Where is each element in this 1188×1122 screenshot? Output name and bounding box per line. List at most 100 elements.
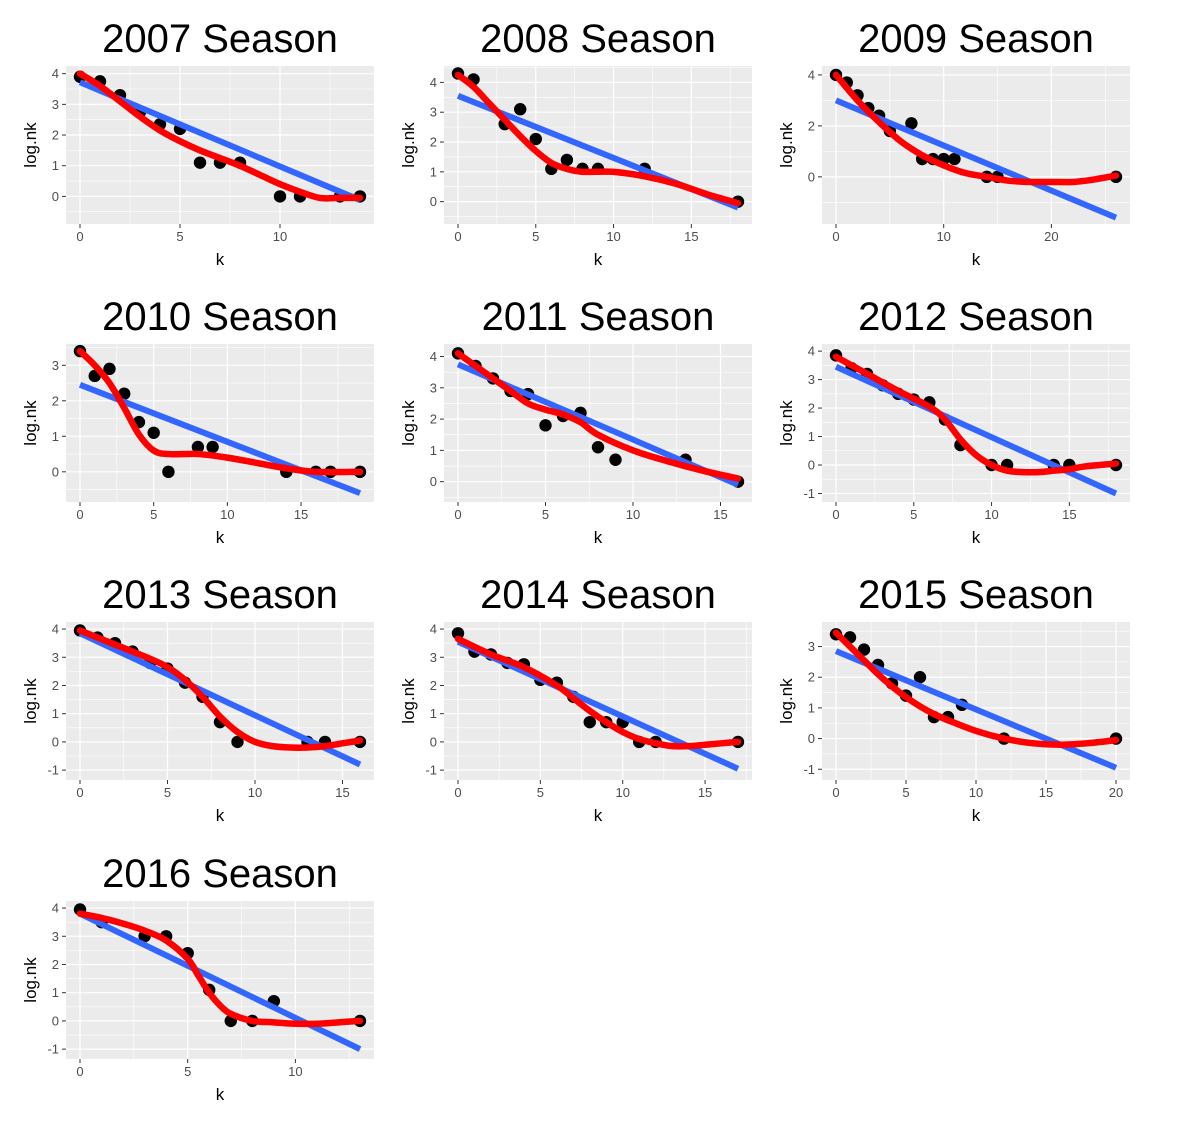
x-tick-label: 5	[910, 507, 917, 522]
x-tick-label: 0	[832, 785, 839, 800]
y-tick-label: 4	[430, 349, 437, 364]
y-tick-label: -1	[47, 763, 59, 778]
y-tick-label: 2	[430, 135, 437, 150]
x-axis-label: k	[216, 528, 225, 547]
y-tick-label: 3	[430, 650, 437, 665]
smooth-fit-curve	[832, 353, 1120, 476]
x-axis-label: k	[972, 250, 981, 269]
chart-panel: 2007 Season 0 5 10 0 1 2 3 4 k log.nk	[0, 0, 378, 278]
data-point	[913, 671, 927, 684]
data-point	[583, 715, 596, 729]
x-tick-label: 10	[984, 507, 998, 522]
x-tick-label: 10	[606, 229, 620, 244]
x-tick-label: 5	[150, 507, 157, 522]
chart-title: 2010 Season	[102, 295, 338, 339]
y-tick-label: -1	[803, 486, 815, 501]
data-point	[857, 643, 871, 656]
x-tick-label: 15	[713, 507, 727, 522]
y-tick-label: -1	[803, 762, 815, 777]
data-point	[948, 152, 961, 166]
y-tick-label: 0	[52, 734, 59, 749]
data-point	[905, 117, 918, 130]
plot-background	[822, 66, 1130, 224]
chart-title: 2011 Season	[482, 295, 715, 339]
chart-title: 2008 Season	[480, 17, 716, 61]
x-tick-label: 20	[1044, 229, 1058, 244]
y-tick-label: 1	[430, 706, 437, 721]
x-tick-label: 0	[454, 785, 461, 800]
x-tick-label: 5	[184, 1064, 191, 1079]
y-tick-label: 3	[808, 639, 815, 654]
x-axis-label: k	[972, 806, 981, 825]
chart-panel: 2014 Season 0 5 10 15 -1 0 1 2 3 4 k log.nk	[378, 556, 756, 834]
chart-svg: 2009 Season 0 10 20 0 2 4 k log.nk	[777, 17, 1130, 269]
y-axis-label: log.nk	[777, 678, 796, 724]
y-tick-label: 0	[430, 194, 437, 209]
y-tick-label: 0	[52, 1013, 59, 1028]
x-tick-label: 5	[176, 229, 183, 244]
chart-title: 2013 Season	[102, 573, 338, 617]
data-point	[273, 190, 287, 203]
x-tick-label: 0	[76, 1064, 83, 1079]
x-axis-label: k	[972, 528, 981, 547]
data-point	[591, 441, 605, 454]
x-tick-label: 10	[248, 785, 262, 800]
y-axis-label: log.nk	[777, 400, 796, 446]
y-tick-label: 0	[808, 731, 815, 746]
y-tick-label: 2	[430, 678, 437, 693]
x-tick-label: 0	[454, 507, 461, 522]
chart-title: 2014 Season	[480, 573, 716, 617]
smooth-fit-curve	[832, 629, 1120, 748]
smooth-fit-curve	[832, 71, 1120, 186]
x-axis-label: k	[594, 806, 603, 825]
x-tick-label: 0	[76, 785, 83, 800]
y-tick-label: 1	[52, 706, 59, 721]
x-tick-label: 20	[1109, 785, 1123, 800]
y-tick-label: 2	[52, 393, 59, 408]
data-point	[206, 440, 219, 454]
data-point	[539, 419, 552, 432]
y-tick-label: 0	[430, 474, 437, 489]
smooth-fit-curve	[454, 635, 742, 750]
chart-panel: 2008 Season 0 5 10 15 0 1 2 3 4 k log.nk	[378, 0, 756, 278]
y-tick-label: 2	[52, 128, 59, 143]
chart-panel: 2009 Season 0 10 20 0 2 4 k log.nk	[756, 0, 1134, 278]
chart-panel: 2013 Season 0 5 10 15 -1 0 1 2 3 4 k log.nk	[0, 556, 378, 834]
x-tick-label: 15	[335, 785, 349, 800]
smooth-fit-curve	[76, 70, 364, 202]
y-tick-label: 3	[430, 380, 437, 395]
data-point	[231, 735, 244, 749]
chart-svg: 2010 Season 0 5 10 15 0 1 2 3 k log.nk	[21, 295, 374, 547]
y-axis-label: log.nk	[21, 957, 40, 1003]
chart-svg: 2012 Season 0 5 10 15 -1 0 1 2 3 4 k log.nk	[777, 295, 1130, 547]
x-axis-label: k	[216, 250, 225, 269]
x-tick-label: 0	[454, 229, 461, 244]
y-tick-label: 2	[52, 957, 59, 972]
y-axis-label: log.nk	[21, 678, 40, 724]
x-tick-label: 15	[684, 229, 698, 244]
x-tick-label: 10	[273, 229, 287, 244]
x-tick-label: 10	[288, 1064, 302, 1079]
chart-panel: 2016 Season 0 5 10 -1 0 1 2 3 4 k log.nk	[0, 835, 378, 1113]
y-tick-label: 3	[808, 372, 815, 387]
data-point	[147, 426, 160, 439]
chart-svg: 2011 Season 0 5 10 15 0 1 2 3 4 k log.nk	[399, 295, 752, 547]
smooth-fit-curve	[454, 350, 742, 482]
x-axis-label: k	[216, 1085, 225, 1104]
data-point	[193, 156, 207, 169]
y-tick-label: 1	[52, 985, 59, 1000]
y-tick-label: 2	[430, 412, 437, 427]
chart-title: 2016 Season	[102, 852, 338, 896]
x-tick-label: 10	[626, 507, 640, 522]
y-tick-label: 3	[52, 929, 59, 944]
y-tick-label: -1	[47, 1042, 59, 1057]
data-point	[529, 132, 542, 146]
chart-title: 2015 Season	[858, 573, 1094, 617]
y-tick-label: -1	[425, 763, 437, 778]
y-tick-label: 1	[808, 429, 815, 444]
y-axis-label: log.nk	[399, 400, 418, 446]
x-tick-label: 5	[902, 785, 909, 800]
y-tick-label: 3	[52, 358, 59, 373]
chart-panel: 2010 Season 0 5 10 15 0 1 2 3 k log.nk	[0, 278, 378, 556]
